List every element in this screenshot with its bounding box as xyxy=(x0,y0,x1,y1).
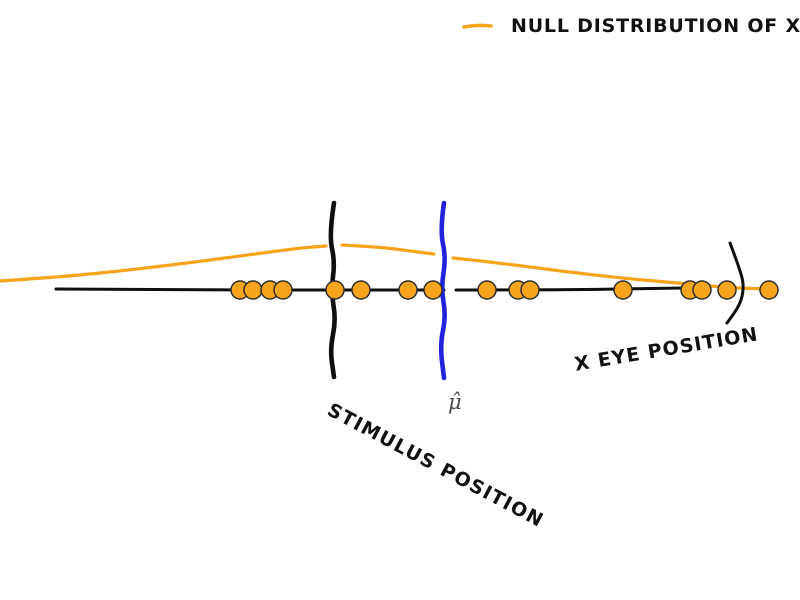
data-point-dot xyxy=(351,280,371,300)
data-point-dot xyxy=(520,280,540,300)
data-point-dot xyxy=(423,280,443,300)
legend-line xyxy=(462,23,493,29)
data-point-dot xyxy=(325,280,345,300)
null-distribution-curve xyxy=(340,243,436,256)
data-point-dot xyxy=(477,280,497,300)
null-distribution-curve xyxy=(0,244,328,283)
data-point-dot xyxy=(243,280,263,300)
mu-hat-label: μ̂ xyxy=(448,390,462,414)
data-point-dot xyxy=(717,280,737,300)
data-point-dot xyxy=(692,280,712,300)
null-distribution-curve xyxy=(451,256,774,291)
data-point-dot xyxy=(613,280,633,300)
data-point-dot xyxy=(759,280,779,300)
legend-label: NULL DISTRIBUTION OF X xyxy=(511,15,800,37)
data-point-dot xyxy=(398,280,418,300)
right-bracket xyxy=(725,241,745,325)
data-point-dot xyxy=(273,280,293,300)
